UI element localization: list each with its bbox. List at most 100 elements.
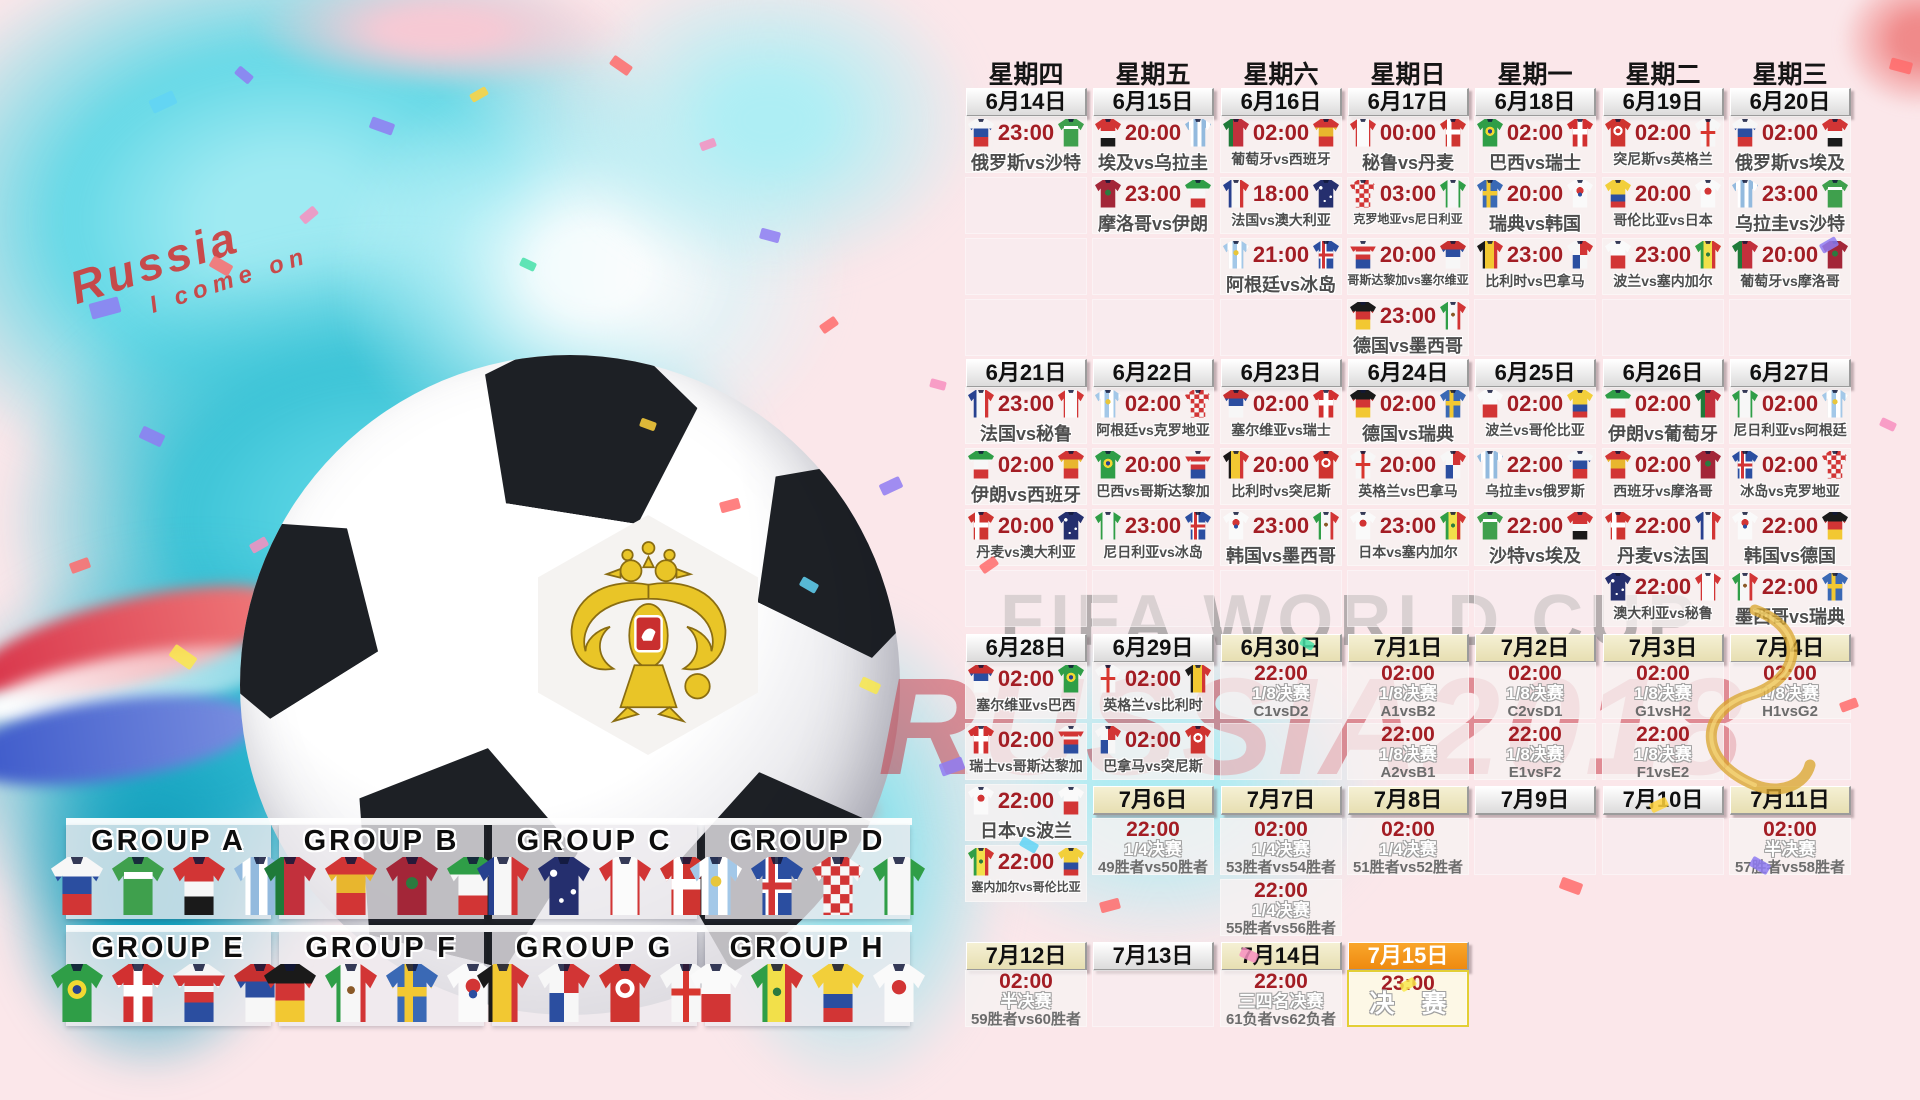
match-cell: 20:00 哥伦比亚vs日本 <box>1602 177 1724 234</box>
jersey-per-icon <box>1695 572 1721 601</box>
jersey-arg-icon <box>1223 240 1249 269</box>
group-jerseys <box>264 964 499 1022</box>
match-cell: 22:00 韩国vs德国 <box>1729 509 1851 566</box>
date-header: 6月20日 <box>1730 88 1851 117</box>
jersey-isl-icon <box>1313 240 1339 269</box>
jersey-aus-icon <box>538 857 590 915</box>
match-cell: 23:00 韩国vs墨西哥 <box>1220 509 1342 566</box>
match-time-row: 22:00 <box>1729 509 1851 542</box>
match-teams-label: 摩洛哥vs伊朗 <box>1097 214 1209 234</box>
jersey-por-icon <box>1223 118 1249 147</box>
weekday-label: 星期日 <box>1370 61 1446 89</box>
match-time: 22:00 <box>1506 512 1564 538</box>
match-cell: 02:00 突尼斯vs英格兰 <box>1602 116 1724 173</box>
knockout-teams: 61负者vs62负者 <box>1225 1011 1337 1028</box>
date-header: 6月22日 <box>1093 359 1214 388</box>
match-time: 23:00 <box>1634 241 1692 267</box>
date-header: 7月1日 <box>1348 634 1469 663</box>
jersey-esp-icon <box>325 857 377 915</box>
match-teams-label: 伊朗vs葡萄牙 <box>1607 424 1719 444</box>
knockout-time: 22:00 <box>1636 723 1690 746</box>
gold-ribbon-icon <box>1705 604 1816 795</box>
jersey-sen-icon <box>1695 240 1721 269</box>
match-time-row: 02:00 <box>1602 387 1724 420</box>
match-teams-label: 尼日利亚vs冰岛 <box>1103 544 1203 560</box>
jersey-srb-icon <box>1223 389 1249 418</box>
match-time: 23:00 <box>1124 512 1182 538</box>
date-header: 6月29日 <box>1093 634 1214 663</box>
match-time: 20:00 <box>1252 451 1310 477</box>
knockout-cell: 02:00 1/8决赛 C2vsD1 <box>1474 662 1596 720</box>
match-teams-label: 丹麦vs法国 <box>1616 546 1710 566</box>
group-title: GROUP E <box>91 932 246 964</box>
jersey-irn-icon <box>1605 389 1631 418</box>
group-title: GROUP H <box>729 932 886 964</box>
knockout-time: 02:00 <box>1381 818 1435 841</box>
russia-eagle-icon <box>570 540 726 723</box>
jersey-irn-icon <box>968 450 994 479</box>
knockout-teams: A1vsB2 <box>1380 703 1436 720</box>
jersey-crc-icon <box>1350 240 1376 269</box>
date-header: 7月13日 <box>1093 942 1214 971</box>
knockout-stage: 1/8决赛 <box>1379 745 1437 764</box>
knockout-stage: 1/8决赛 <box>1506 745 1564 764</box>
match-teams-label: 巴拿马vs突尼斯 <box>1103 758 1203 774</box>
knockout-stage: 1/8决赛 <box>1252 684 1310 703</box>
match-cell: 22:00 丹麦vs法国 <box>1602 509 1724 566</box>
match-time-row: 02:00 <box>1729 448 1851 481</box>
match-teams-label: 法国vs澳大利亚 <box>1231 212 1331 228</box>
jersey-uru-icon <box>1732 179 1758 208</box>
knockout-cell: 02:00 1/8决赛 A1vsB2 <box>1347 662 1469 720</box>
match-time: 22:00 <box>1634 512 1692 538</box>
match-teams-label: 韩国vs德国 <box>1743 546 1837 566</box>
match-time: 03:00 <box>1379 180 1437 206</box>
knockout-teams: F1vsE2 <box>1636 764 1690 781</box>
date-header: 6月15日 <box>1093 88 1214 117</box>
knockout-stage: 1/8决赛 <box>1634 684 1692 703</box>
match-teams-label: 乌拉圭vs沙特 <box>1734 214 1846 234</box>
match-cell: 20:00 巴西vs哥斯达黎加 <box>1092 448 1214 505</box>
match-time-row: 23:00 <box>965 387 1087 420</box>
empty-cell <box>965 570 1087 627</box>
match-cell: 02:00 巴西vs瑞士 <box>1474 116 1596 173</box>
match-cell: 02:00 塞尔维亚vs瑞士 <box>1220 387 1342 444</box>
match-cell: 20:00 哥斯达黎加vs塞尔维亚 <box>1347 238 1469 295</box>
knockout-stage: 1/8决赛 <box>1506 684 1564 703</box>
match-teams-label: 韩国vs墨西哥 <box>1225 546 1337 566</box>
date-header: 7月8日 <box>1348 786 1469 815</box>
jersey-mex-icon <box>325 964 377 1022</box>
jersey-mex-icon <box>1440 301 1466 330</box>
jersey-bel-icon <box>1477 240 1503 269</box>
match-cell: 20:00 英格兰vs巴拿马 <box>1347 448 1469 505</box>
match-teams-label: 哥斯达黎加vs塞尔维亚 <box>1347 273 1469 287</box>
match-time-row: 02:00 <box>965 662 1087 695</box>
date-header: 6月17日 <box>1348 88 1469 117</box>
match-time-row: 02:00 <box>1220 116 1342 149</box>
group-panel-d: GROUP D <box>690 825 925 919</box>
match-teams-label: 西班牙vs摩洛哥 <box>1613 483 1713 499</box>
match-time-row: 23:00 <box>1092 509 1214 542</box>
match-cell: 20:00 比利时vs突尼斯 <box>1220 448 1342 505</box>
knockout-cell: 22:00 1/8决赛 C1vsD2 <box>1220 662 1342 720</box>
knockout-time: 02:00 <box>1508 662 1562 685</box>
match-time: 02:00 <box>1761 451 1819 477</box>
jersey-ksa-icon <box>1477 511 1503 540</box>
empty-cell <box>1602 299 1724 356</box>
match-teams-label: 日本vs波兰 <box>979 821 1073 841</box>
knockout-cell: 02:00 1/4决赛 51胜者vs52胜者 <box>1347 818 1469 876</box>
knockout-cell: 22:00 1/8决赛 E1vsF2 <box>1474 723 1596 781</box>
match-teams-label: 丹麦vs澳大利亚 <box>976 544 1076 560</box>
knockout-teams: 53胜者vs54胜者 <box>1225 859 1337 876</box>
group-panel-a: GROUP A <box>51 825 286 919</box>
weekday-label: 星期四 <box>988 61 1064 89</box>
match-teams-label: 秘鲁vs丹麦 <box>1361 153 1455 173</box>
jersey-bel-icon <box>1185 664 1211 693</box>
match-teams-label: 葡萄牙vs摩洛哥 <box>1740 273 1840 289</box>
weekday-label: 星期一 <box>1497 61 1573 89</box>
jersey-isl-icon <box>751 857 803 915</box>
knockout-teams: H1vsG2 <box>1762 703 1818 720</box>
match-cell: 18:00 法国vs澳大利亚 <box>1220 177 1342 234</box>
match-time: 20:00 <box>997 512 1055 538</box>
jersey-srb-icon <box>968 664 994 693</box>
knockout-teams: 49胜者vs50胜者 <box>1097 859 1209 876</box>
